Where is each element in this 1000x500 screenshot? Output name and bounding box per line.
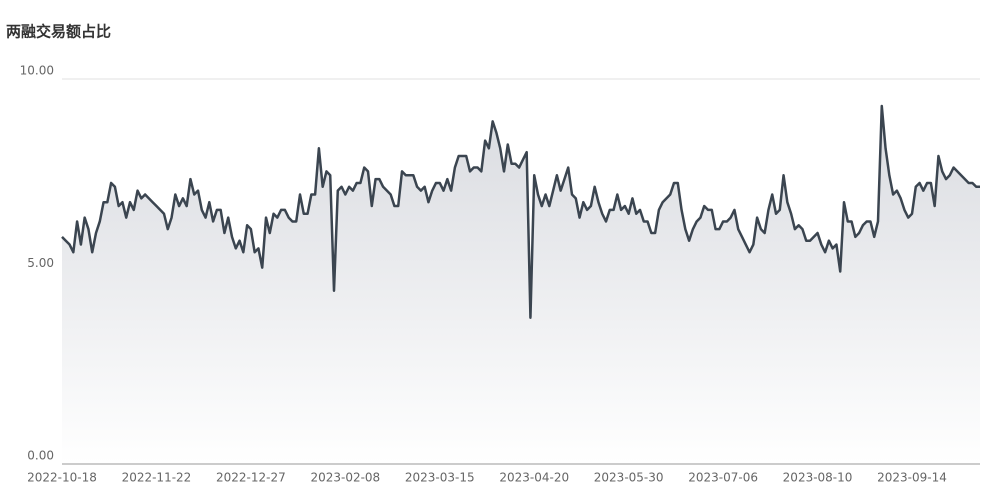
y-tick-label: 5.00	[27, 256, 54, 270]
y-tick-label: 0.00	[27, 449, 54, 463]
x-tick-label: 2023-07-06	[688, 471, 758, 485]
x-tick-label: 2022-12-27	[216, 471, 286, 485]
y-tick-label: 10.00	[20, 64, 54, 78]
area	[62, 105, 980, 464]
x-tick-label: 2023-04-20	[499, 471, 569, 485]
x-tick-label: 2022-11-22	[122, 471, 192, 485]
chart-title: 两融交易额占比	[6, 23, 111, 41]
x-tick-label: 2023-03-15	[405, 471, 475, 485]
x-tick-label: 2023-09-14	[877, 471, 947, 485]
x-tick-label: 2023-08-10	[783, 471, 853, 485]
line	[61, 104, 980, 319]
x-tick-label: 2022-10-18	[27, 471, 97, 485]
x-tick-label: 2023-02-08	[310, 471, 380, 485]
x-tick-label: 2023-05-30	[594, 471, 664, 485]
